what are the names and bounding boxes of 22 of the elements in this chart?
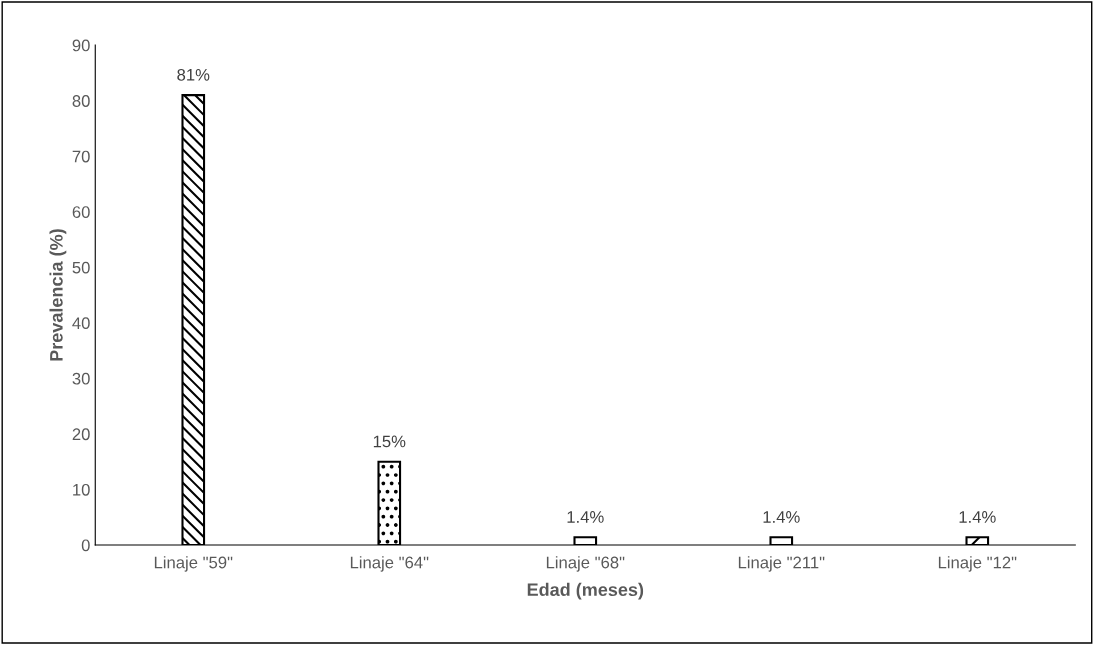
y-tick-label: 10 (73, 483, 90, 496)
data-label: 1.4% (959, 511, 996, 523)
y-axis-title: Prevalencia (%) (49, 229, 67, 361)
x-tick-label: Linaje "59" (154, 556, 233, 572)
y-tick-label: 40 (72, 317, 90, 330)
data-label: 1.4% (567, 511, 604, 523)
x-tick-label: Linaje "68" (546, 556, 625, 572)
x-axis-title: Edad (meses) (527, 582, 644, 600)
x-tick-label: Linaje "12" (938, 556, 1017, 572)
y-tick-label: 60 (72, 206, 90, 218)
data-label: 1.4% (763, 511, 800, 523)
y-tick-label: 90 (72, 39, 90, 52)
y-tick-label: 0 (81, 539, 90, 552)
data-label: 15% (373, 435, 406, 448)
y-tick-label: 80 (72, 95, 90, 107)
data-label: 81% (177, 68, 210, 81)
y-tick-label: 50 (72, 261, 90, 274)
y-tick-label: 70 (72, 150, 90, 163)
x-tick-label: Linaje "64" (350, 556, 429, 572)
y-tick-label: 20 (72, 428, 90, 441)
y-tick-label: 30 (72, 372, 90, 385)
x-tick-label: Linaje "211" (738, 556, 825, 572)
